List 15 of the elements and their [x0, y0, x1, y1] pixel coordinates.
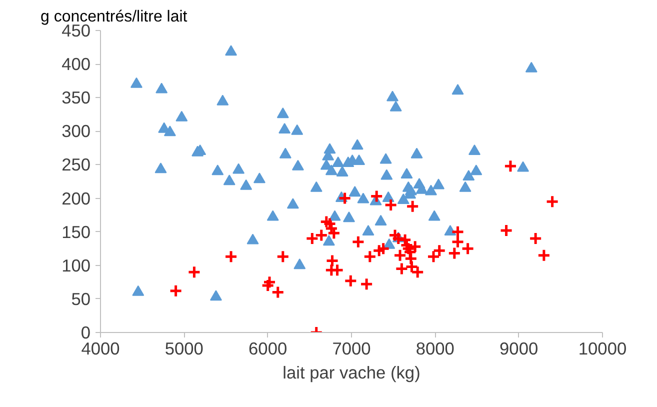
- y-tick-label: 350: [62, 88, 91, 108]
- x-tick-label: 6000: [248, 338, 288, 358]
- y-tick-label: 250: [62, 154, 91, 175]
- x-tick-label: 7000: [332, 338, 371, 358]
- y-tick-label: 50: [71, 288, 91, 309]
- x-tick-label: 10000: [578, 338, 627, 358]
- y-tick-label: 150: [62, 222, 91, 242]
- x-tick-label: 9000: [500, 338, 538, 358]
- x-tick-label: 8000: [416, 338, 454, 358]
- y-tick-label: 100: [62, 255, 91, 276]
- y-tick-label: 400: [62, 54, 91, 74]
- x-tick-label: 5000: [164, 338, 204, 358]
- y-tick-label: 200: [62, 188, 91, 208]
- x-axis-title: lait par vache (kg): [282, 362, 420, 382]
- y-tick-label: 300: [62, 121, 91, 142]
